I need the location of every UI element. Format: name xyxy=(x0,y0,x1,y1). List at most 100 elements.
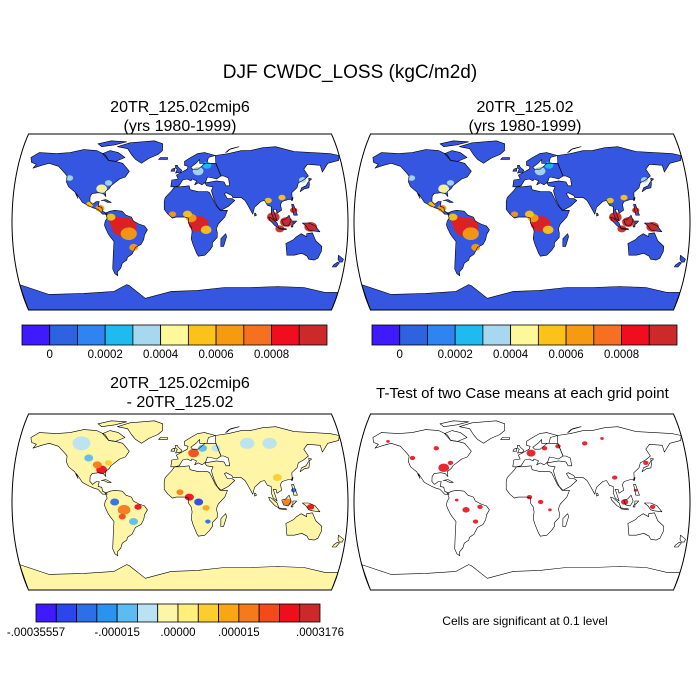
panel-title-case1-line1: 20TR_125.02cmip6 xyxy=(110,99,250,116)
colorbar-swatch xyxy=(160,324,189,346)
field-hotspot xyxy=(541,446,548,451)
field-hotspot xyxy=(200,225,212,235)
land-nz-south xyxy=(332,542,340,547)
coastline xyxy=(643,222,663,233)
field-hotspot xyxy=(272,474,282,482)
colorbar-swatch xyxy=(76,603,98,623)
coastline xyxy=(225,426,240,433)
field-hotspot xyxy=(537,499,544,505)
coastline xyxy=(673,261,682,268)
coastline xyxy=(562,513,569,527)
coastline xyxy=(337,534,344,543)
colorbar-swatch xyxy=(104,324,134,346)
coastline xyxy=(596,212,599,217)
land-africa xyxy=(506,465,570,537)
colorbar-swatch xyxy=(427,324,456,346)
coastline xyxy=(633,197,636,201)
field-hotspot xyxy=(534,166,546,176)
field-hotspot xyxy=(304,221,317,232)
land-japan xyxy=(642,178,654,192)
ttest-note: Cells are significant at 0.1 level xyxy=(442,614,608,628)
coastline xyxy=(100,479,112,483)
colorbar-tick-label: .00000 xyxy=(160,627,196,639)
land-madagascar xyxy=(220,513,227,527)
field-hotspot xyxy=(620,194,628,201)
land-north-america xyxy=(30,149,130,215)
land-asia xyxy=(546,426,682,501)
coastline xyxy=(281,214,292,227)
land-ireland xyxy=(170,168,175,172)
field-hotspot xyxy=(278,194,286,201)
panel-title-diff-line1: 20TR_125.02cmip6 xyxy=(110,375,250,392)
coastline xyxy=(170,447,175,452)
field-hotspot xyxy=(632,207,640,214)
coastline xyxy=(632,500,640,508)
map-border xyxy=(11,413,349,591)
coastline xyxy=(517,164,525,174)
coastline xyxy=(459,420,505,444)
coastline xyxy=(512,432,564,468)
colorbar-tick-label: 0 xyxy=(46,349,53,361)
field-hotspot xyxy=(182,210,192,218)
coastline xyxy=(299,177,312,193)
field-hotspot xyxy=(446,180,455,186)
colorbar-swatch xyxy=(621,324,650,346)
coastline xyxy=(567,426,582,433)
coastline xyxy=(100,199,112,203)
coastline xyxy=(158,437,168,440)
land-south-america xyxy=(446,490,490,556)
colorbar-swatch xyxy=(648,324,678,346)
coastline xyxy=(439,420,469,427)
land-europe xyxy=(512,432,563,467)
colorbar-swatch xyxy=(35,603,57,623)
coastline xyxy=(104,210,148,277)
coastline xyxy=(679,534,686,543)
coastline xyxy=(175,164,183,174)
field-hotspot xyxy=(649,504,656,509)
field-hotspot xyxy=(386,439,390,443)
field-hotspot xyxy=(65,175,74,181)
colorbar-swatch xyxy=(215,324,245,346)
coastline xyxy=(596,492,599,497)
coastline xyxy=(158,157,168,160)
coastline xyxy=(562,233,569,247)
land-baffin xyxy=(102,150,125,162)
land-nz-south xyxy=(674,262,682,267)
coastline xyxy=(500,437,510,440)
coastline xyxy=(372,429,472,495)
coastline xyxy=(117,140,163,164)
field-hotspot xyxy=(477,504,483,509)
coastline xyxy=(633,204,640,216)
coastline xyxy=(291,197,294,201)
coastline xyxy=(673,541,682,548)
colorbar-tick-label: .0003176 xyxy=(296,627,344,639)
coastline xyxy=(620,227,629,231)
colorbar-tick-label: 0.0006 xyxy=(198,349,234,361)
land-sumatra xyxy=(610,497,621,508)
coastline xyxy=(505,465,570,537)
field-hotspot xyxy=(409,455,416,461)
colorbar-swatch xyxy=(137,603,159,623)
colorbar-swatch xyxy=(197,603,219,623)
field-hotspot xyxy=(118,513,126,520)
coastline xyxy=(500,157,510,160)
field-hotspot xyxy=(120,227,137,241)
land-uk xyxy=(175,445,182,454)
field-hotspot xyxy=(168,211,177,217)
land-new-zealand xyxy=(680,535,686,543)
coastline xyxy=(567,146,582,153)
colorbar-tick-label: 0.0004 xyxy=(143,349,179,361)
field-hotspot xyxy=(239,437,255,449)
colorbar-swatch xyxy=(371,324,401,346)
field-hotspot xyxy=(526,495,533,500)
map-panel-ttest xyxy=(353,413,691,591)
field-hotspot xyxy=(264,197,272,204)
coastline xyxy=(620,507,629,511)
land-new-zealand xyxy=(338,535,344,543)
coastline xyxy=(225,146,240,153)
field-hotspot xyxy=(471,243,481,251)
field-hotspot xyxy=(433,446,439,451)
colorbar-swatch xyxy=(399,324,428,346)
coastline xyxy=(512,167,517,172)
colorbar-tick-label: 0.0008 xyxy=(253,349,290,361)
